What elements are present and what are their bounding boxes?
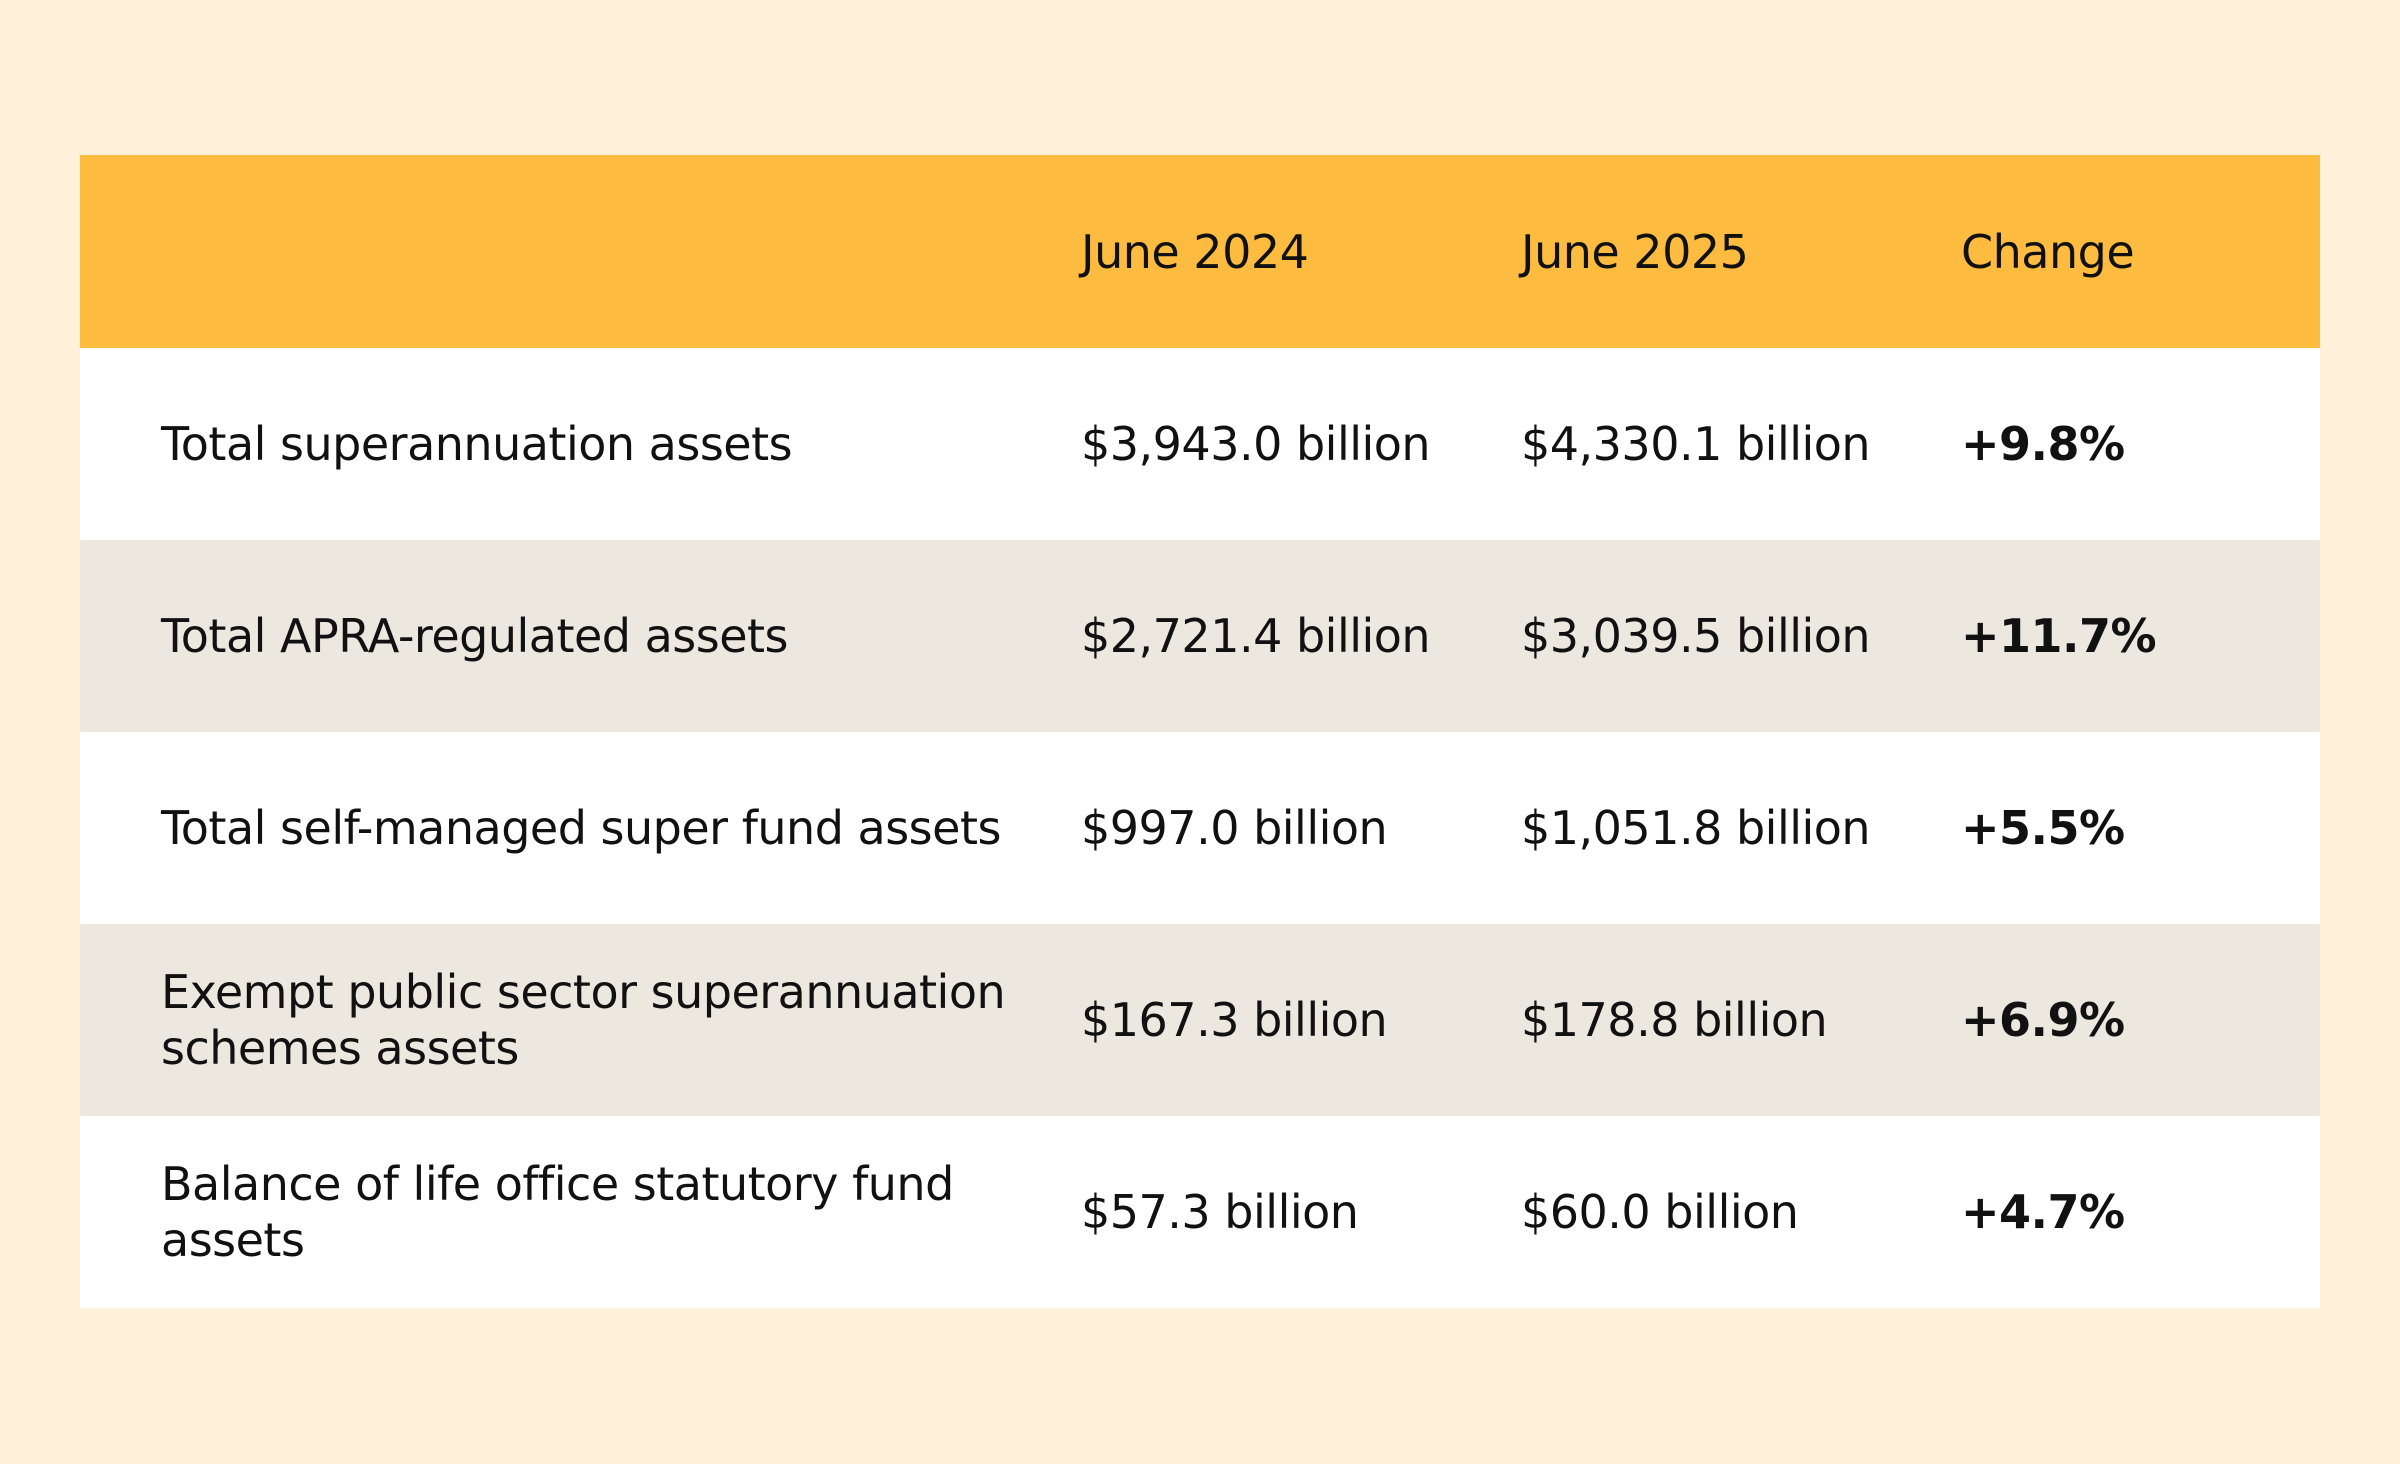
row-june-2025-value: $60.0 billion <box>1521 1185 1799 1239</box>
row-change-value: +11.7% <box>1961 609 2157 663</box>
assets-table: June 2024 June 2025 Change Total superan… <box>80 155 2320 1308</box>
table-row: Total APRA-regulated assets $2,721.4 bil… <box>80 540 2320 732</box>
row-label: Total APRA-regulated assets <box>161 609 789 663</box>
row-june-2025-value: $3,039.5 billion <box>1521 609 1871 663</box>
table-header-row: June 2024 June 2025 Change <box>80 155 2320 348</box>
row-june-2025-value: $1,051.8 billion <box>1521 801 1871 855</box>
table-row: Total superannuation assets $3,943.0 bil… <box>80 348 2320 540</box>
row-label: Exempt public sector superannuation sche… <box>161 965 1006 1075</box>
row-june-2024-value: $2,721.4 billion <box>1081 609 1431 663</box>
header-label-column <box>80 155 1081 348</box>
row-june-2024-value: $997.0 billion <box>1081 801 1388 855</box>
row-change-value: +6.9% <box>1961 993 2125 1047</box>
assets-table-container: June 2024 June 2025 Change Total superan… <box>80 155 2320 1308</box>
row-june-2024-value: $57.3 billion <box>1081 1185 1359 1239</box>
row-change-value: +5.5% <box>1961 801 2125 855</box>
table-row: Total self-managed super fund assets $99… <box>80 732 2320 924</box>
row-change-value: +4.7% <box>1961 1185 2125 1239</box>
row-june-2025-value: $178.8 billion <box>1521 993 1828 1047</box>
row-june-2024-value: $3,943.0 billion <box>1081 417 1431 471</box>
row-june-2024-value: $167.3 billion <box>1081 993 1388 1047</box>
row-june-2025-value: $4,330.1 billion <box>1521 417 1871 471</box>
row-label: Balance of life office statutory fund as… <box>161 1157 954 1267</box>
header-change: Change <box>1961 224 2135 279</box>
header-june-2025: June 2025 <box>1521 224 1749 279</box>
row-change-value: +9.8% <box>1961 417 2125 471</box>
table-row: Exempt public sector superannuation sche… <box>80 924 2320 1116</box>
header-june-2024: June 2024 <box>1081 224 1309 279</box>
row-label: Total superannuation assets <box>161 417 793 471</box>
table-row: Balance of life office statutory fund as… <box>80 1116 2320 1308</box>
row-label: Total self-managed super fund assets <box>161 801 1001 855</box>
